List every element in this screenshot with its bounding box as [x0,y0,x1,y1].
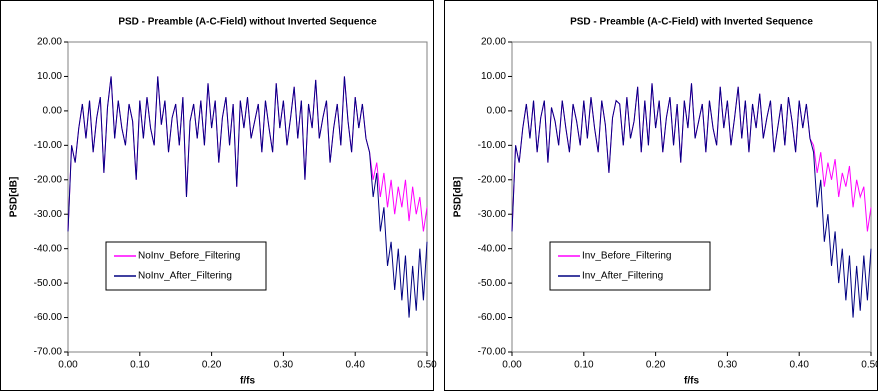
plot-area [511,41,872,353]
y-tick-label: -10.00 [478,140,507,151]
y-tick-label: 10.00 [37,71,62,82]
y-tick-label: -20.00 [34,174,63,185]
chart-title: PSD - Preamble (A-C-Field) with Inverted… [570,17,813,28]
x-tick-label: 0.40 [789,360,809,371]
x-tick-label: 0.20 [202,360,222,371]
x-tick-label: 0.00 [58,360,78,371]
x-tick-label: 0.20 [646,360,666,371]
y-tick-label: -10.00 [34,140,63,151]
series-line [67,76,428,318]
y-tick-label: -30.00 [34,209,63,220]
y-axis-title: PSD[dB] [9,177,20,218]
legend-label: NoInv_After_Filtering [138,271,232,282]
y-tick-label: 10.00 [481,71,506,82]
y-tick-label: -70.00 [478,347,507,358]
y-axis-title: PSD[dB] [453,177,464,218]
x-axis-title: f/fs [684,376,699,387]
x-tick-label: 0.00 [502,360,522,371]
legend-label: Inv_Before_Filtering [582,251,672,262]
x-tick-label: 0.10 [130,360,150,371]
y-tick-label: 20.00 [481,37,506,48]
series-line [511,83,872,318]
y-tick-label: -50.00 [478,278,507,289]
y-tick-label: -40.00 [478,243,507,254]
chart-title: PSD - Preamble (A-C-Field) without Inver… [118,17,377,28]
plot-area [67,41,428,353]
y-tick-label: -60.00 [34,312,63,323]
y-tick-label: 0.00 [487,106,507,117]
x-axis-title: f/fs [240,376,255,387]
y-tick-label: -70.00 [34,347,63,358]
x-tick-label: 0.50 [417,360,437,371]
legend-box [105,241,267,291]
y-tick-label: -60.00 [478,312,507,323]
legend: Inv_Before_Filtering Inv_After_Filtering [549,241,711,291]
x-tick-label: 0.30 [274,360,294,371]
y-tick-label: -40.00 [34,243,63,254]
y-tick-label: -20.00 [478,174,507,185]
x-tick-label: 0.30 [718,360,738,371]
legend: NoInv_Before_Filtering NoInv_After_Filter… [105,241,267,291]
legend-label: NoInv_Before_Filtering [138,251,240,262]
legend-label: Inv_After_Filtering [582,271,663,282]
y-tick-label: -50.00 [34,278,63,289]
y-tick-label: 0.00 [43,106,63,117]
x-tick-label: 0.10 [574,360,594,371]
x-tick-label: 0.50 [861,360,878,371]
y-tick-label: -30.00 [478,209,507,220]
y-tick-label: 20.00 [37,37,62,48]
legend-box [549,241,711,291]
x-tick-label: 0.40 [345,360,365,371]
